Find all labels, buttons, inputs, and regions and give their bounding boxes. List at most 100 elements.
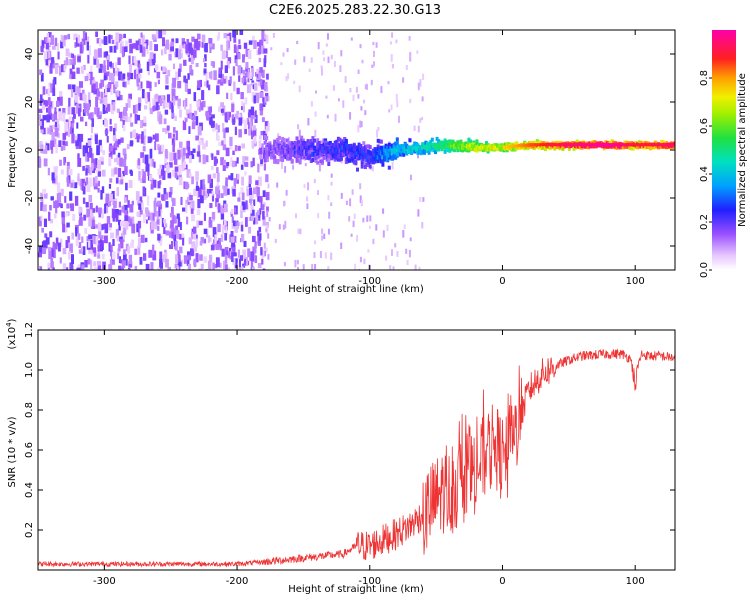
heatmap-cell [253, 199, 256, 206]
heatmap-cell [188, 42, 192, 52]
heatmap-cell [282, 145, 286, 150]
heatmap-cell [99, 63, 103, 68]
heatmap-cell [252, 246, 256, 255]
heatmap-cell [279, 154, 283, 159]
heatmap-cell [523, 146, 527, 151]
heatmap-cell [149, 41, 153, 51]
heatmap-cell [402, 77, 405, 83]
heatmap-cell [143, 43, 147, 51]
heatmap-cell [185, 117, 188, 123]
heatmap-cell [136, 200, 141, 206]
heatmap-cell [182, 236, 185, 246]
heatmap-cell [220, 108, 224, 113]
heatmap-cell [174, 95, 179, 101]
heatmap-cell [408, 145, 412, 150]
heatmap-cell [301, 145, 305, 150]
heatmap-cell [223, 159, 226, 165]
heatmap-cell [360, 121, 363, 127]
heatmap-cell [387, 144, 391, 149]
heatmap-cell [387, 142, 391, 147]
heatmap-cell [84, 103, 87, 113]
heatmap-cell [82, 31, 86, 39]
heatmap-cell [189, 65, 193, 73]
heatmap-cell [93, 158, 96, 169]
heatmap-cell [256, 42, 260, 47]
heatmap-cell [98, 38, 102, 47]
heatmap-cell [150, 178, 154, 187]
heatmap-cell [90, 209, 94, 218]
heatmap-cell [188, 237, 192, 245]
heatmap-cell [39, 69, 43, 75]
heatmap-cell [92, 208, 96, 213]
heatmap-cell [244, 257, 249, 266]
heatmap-cell [445, 146, 449, 150]
heatmap-cell [270, 47, 273, 51]
heatmap-cell [117, 167, 122, 177]
heatmap-cell [96, 141, 100, 147]
heatmap-cell [62, 36, 66, 47]
heatmap-cell [448, 139, 452, 144]
heatmap-cell [76, 86, 79, 93]
spectrogram-x-tick-label: 0 [499, 276, 505, 287]
heatmap-cell [118, 243, 121, 252]
heatmap-cell [293, 145, 297, 150]
heatmap-cell [53, 111, 58, 120]
heatmap-cell [187, 88, 191, 95]
heatmap-cell [534, 140, 538, 145]
heatmap-cell [177, 174, 180, 180]
heatmap-cell [238, 259, 241, 268]
heatmap-cell [163, 226, 166, 234]
heatmap-cell [394, 152, 398, 157]
heatmap-cell [259, 108, 264, 116]
heatmap-cell [566, 143, 571, 147]
heatmap-cell [392, 148, 396, 153]
heatmap-cell [342, 100, 345, 108]
heatmap-cell [145, 207, 149, 217]
heatmap-cell [224, 233, 227, 241]
heatmap-cell [567, 144, 571, 149]
heatmap-cell [473, 147, 477, 152]
heatmap-cell [71, 71, 76, 79]
heatmap-cell [85, 177, 89, 185]
heatmap-cell [582, 143, 587, 147]
heatmap-cell [297, 154, 300, 159]
heatmap-cell [199, 254, 203, 261]
heatmap-cell [165, 201, 169, 208]
heatmap-cell [406, 260, 409, 265]
heatmap-cell [88, 113, 93, 120]
heatmap-cell [242, 103, 245, 113]
heatmap-cell [171, 102, 174, 113]
heatmap-cell [85, 202, 89, 208]
heatmap-cell [102, 150, 105, 155]
heatmap-cell [188, 126, 191, 134]
heatmap-cell [362, 154, 366, 159]
heatmap-cell [664, 143, 669, 147]
heatmap-cell [120, 137, 124, 143]
heatmap-cell [170, 225, 174, 232]
heatmap-cell [167, 69, 171, 77]
heatmap-cell [186, 140, 190, 150]
heatmap-cell [383, 157, 386, 162]
heatmap-cell [563, 144, 566, 149]
heatmap-cell [211, 153, 214, 160]
heatmap-cell [201, 90, 205, 100]
heatmap-cell [162, 165, 165, 172]
heatmap-cell [44, 145, 48, 154]
heatmap-cell [209, 188, 213, 194]
heatmap-cell [178, 49, 182, 60]
heatmap-cell [40, 144, 44, 154]
heatmap-cell [344, 76, 347, 83]
heatmap-cell [313, 149, 316, 154]
heatmap-cell [212, 61, 215, 68]
heatmap-cell [293, 150, 297, 155]
heatmap-cell [44, 37, 48, 42]
heatmap-cell [231, 114, 235, 123]
heatmap-cell [586, 145, 590, 150]
heatmap-cell [268, 152, 272, 156]
heatmap-cell [79, 44, 83, 54]
heatmap-cell [488, 147, 492, 152]
heatmap-cell [89, 202, 93, 210]
spectrogram-y-tick-label: -20 [24, 190, 35, 206]
heatmap-cell [461, 148, 465, 153]
